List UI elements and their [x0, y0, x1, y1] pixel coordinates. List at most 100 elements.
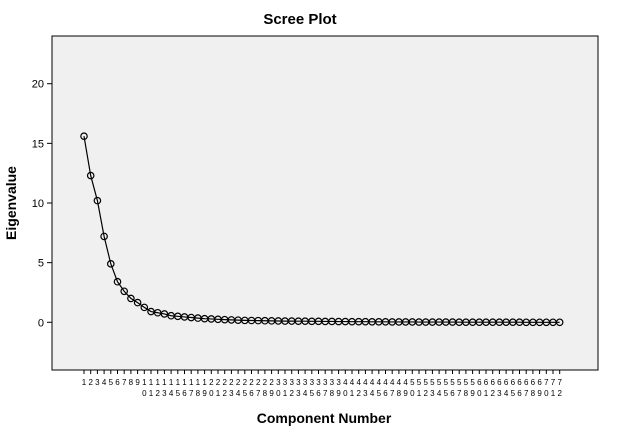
x-tick-label-digit: 3 — [303, 378, 308, 387]
x-tick-label-digit: 6 — [450, 389, 455, 398]
x-tick-label-digit: 9 — [537, 389, 542, 398]
x-tick-label: 40 — [343, 378, 348, 398]
x-tick-label-digit: 3 — [276, 378, 281, 387]
x-tick-label-digit: 6 — [517, 378, 522, 387]
data-point — [86, 171, 95, 180]
x-tick-label-digit: 1 — [182, 378, 187, 387]
x-tick-label-digit: 2 — [557, 389, 562, 398]
x-tick-label: 65 — [511, 378, 516, 398]
x-tick-label-digit: 7 — [256, 389, 261, 398]
x-tick-label-digit: 7 — [189, 389, 194, 398]
x-tick-label-digit: 2 — [249, 378, 254, 387]
x-tick-label: 19 — [202, 378, 207, 398]
x-tick-label-digit: 2 — [155, 389, 160, 398]
x-tick-label: 44 — [370, 378, 375, 398]
x-tick-label-digit: 9 — [403, 389, 408, 398]
x-tick-label-digit: 7 — [544, 378, 549, 387]
x-tick-label-digit: 4 — [504, 389, 509, 398]
x-tick-label-digit: 3 — [323, 378, 328, 387]
x-tick-label-digit: 5 — [310, 389, 315, 398]
x-tick-label-digit: 4 — [169, 389, 174, 398]
x-tick-label-digit: 1 — [169, 378, 174, 387]
data-point — [93, 196, 102, 205]
x-tick-label-digit: 2 — [222, 389, 227, 398]
x-tick-label-digit: 1 — [350, 389, 355, 398]
x-tick-label: 12 — [155, 378, 160, 398]
x-tick-label: 30 — [276, 378, 281, 398]
data-point — [80, 132, 88, 141]
x-tick-label-digit: 8 — [531, 389, 536, 398]
x-tick-label: 48 — [397, 378, 402, 398]
x-tick-label: 67 — [524, 378, 529, 398]
x-tick-label: 26 — [249, 378, 254, 398]
x-tick-label: 23 — [229, 378, 234, 398]
x-tick-label-digit: 1 — [216, 389, 221, 398]
x-tick-label: 50 — [410, 378, 415, 398]
x-tick-label: 51 — [417, 378, 422, 398]
data-point — [120, 287, 129, 296]
x-tick-label: 59 — [470, 378, 475, 398]
x-tick-label: 54 — [437, 378, 442, 398]
x-tick-label: 61 — [484, 378, 489, 398]
x-tick-label: 6 — [115, 378, 120, 387]
x-tick-label-digit: 1 — [202, 378, 207, 387]
x-tick-label: 16 — [182, 378, 187, 398]
x-tick-label-digit: 2 — [216, 378, 221, 387]
x-tick-label-digit: 6 — [537, 378, 542, 387]
x-tick-label-digit: 1 — [155, 378, 160, 387]
x-tick-label-digit: 6 — [182, 389, 187, 398]
x-tick-label-digit: 6 — [524, 378, 529, 387]
x-tick-label: 63 — [497, 378, 502, 398]
x-tick-label: 56 — [450, 378, 455, 398]
x-tick-label-digit: 3 — [336, 378, 341, 387]
x-tick-label-digit: 3 — [296, 389, 301, 398]
x-tick-label: 42 — [356, 378, 361, 398]
x-tick-label: 10 — [142, 378, 147, 398]
x-tick-label-digit: 1 — [142, 378, 147, 387]
x-tick-label: 1 — [82, 378, 87, 387]
x-tick-label-digit: 7 — [551, 378, 556, 387]
x-tick-label: 2 — [88, 378, 93, 387]
x-tick-label: 13 — [162, 378, 167, 398]
x-tick-label: 39 — [336, 378, 341, 398]
x-tick-label-digit: 8 — [263, 389, 268, 398]
x-tick-label: 15 — [176, 378, 181, 398]
x-axis: 1 2 3 4 5 6 7 8 9 1011121314151617181920212223242… — [82, 370, 562, 398]
x-tick-label-digit: 2 — [263, 378, 268, 387]
x-tick-label: 29 — [269, 378, 274, 398]
x-tick-label-digit: 6 — [484, 378, 489, 387]
x-tick-label: 52 — [423, 378, 428, 398]
x-tick-label: 24 — [236, 378, 241, 398]
x-tick-label-digit: 3 — [95, 378, 100, 387]
x-tick-label-digit: 6 — [316, 389, 321, 398]
data-point — [100, 232, 108, 241]
x-tick-label: 60 — [477, 378, 482, 398]
x-tick-label-digit: 1 — [484, 389, 489, 398]
x-tick-label-digit: 1 — [189, 378, 194, 387]
x-tick-label-digit: 1 — [162, 378, 167, 387]
x-tick-label: 22 — [222, 378, 227, 398]
x-tick-label-digit: 5 — [450, 378, 455, 387]
x-tick-label-digit: 7 — [122, 378, 127, 387]
x-tick-label: 33 — [296, 378, 301, 398]
x-tick-label: 14 — [169, 378, 174, 398]
x-tick-label-digit: 4 — [437, 389, 442, 398]
y-tick-label: 10 — [32, 198, 44, 210]
x-tick-label-digit: 7 — [323, 389, 328, 398]
x-tick-label-digit: 4 — [390, 378, 395, 387]
x-tick-label-digit: 4 — [102, 378, 107, 387]
x-tick-label-digit: 6 — [531, 378, 536, 387]
y-tick-label: 15 — [32, 138, 44, 150]
plot-area — [51, 35, 599, 371]
x-tick-label-digit: 5 — [423, 378, 428, 387]
x-tick-label-digit: 8 — [129, 378, 134, 387]
x-tick-label-digit: 6 — [504, 378, 509, 387]
x-tick-label-digit: 7 — [524, 389, 529, 398]
x-tick-label-digit: 2 — [256, 378, 261, 387]
x-tick-label-digit: 2 — [222, 378, 227, 387]
x-axis-label: Component Number — [257, 410, 392, 426]
x-tick-label: 7 — [122, 378, 127, 387]
x-tick-label: 25 — [243, 378, 248, 398]
data-point — [140, 303, 149, 312]
